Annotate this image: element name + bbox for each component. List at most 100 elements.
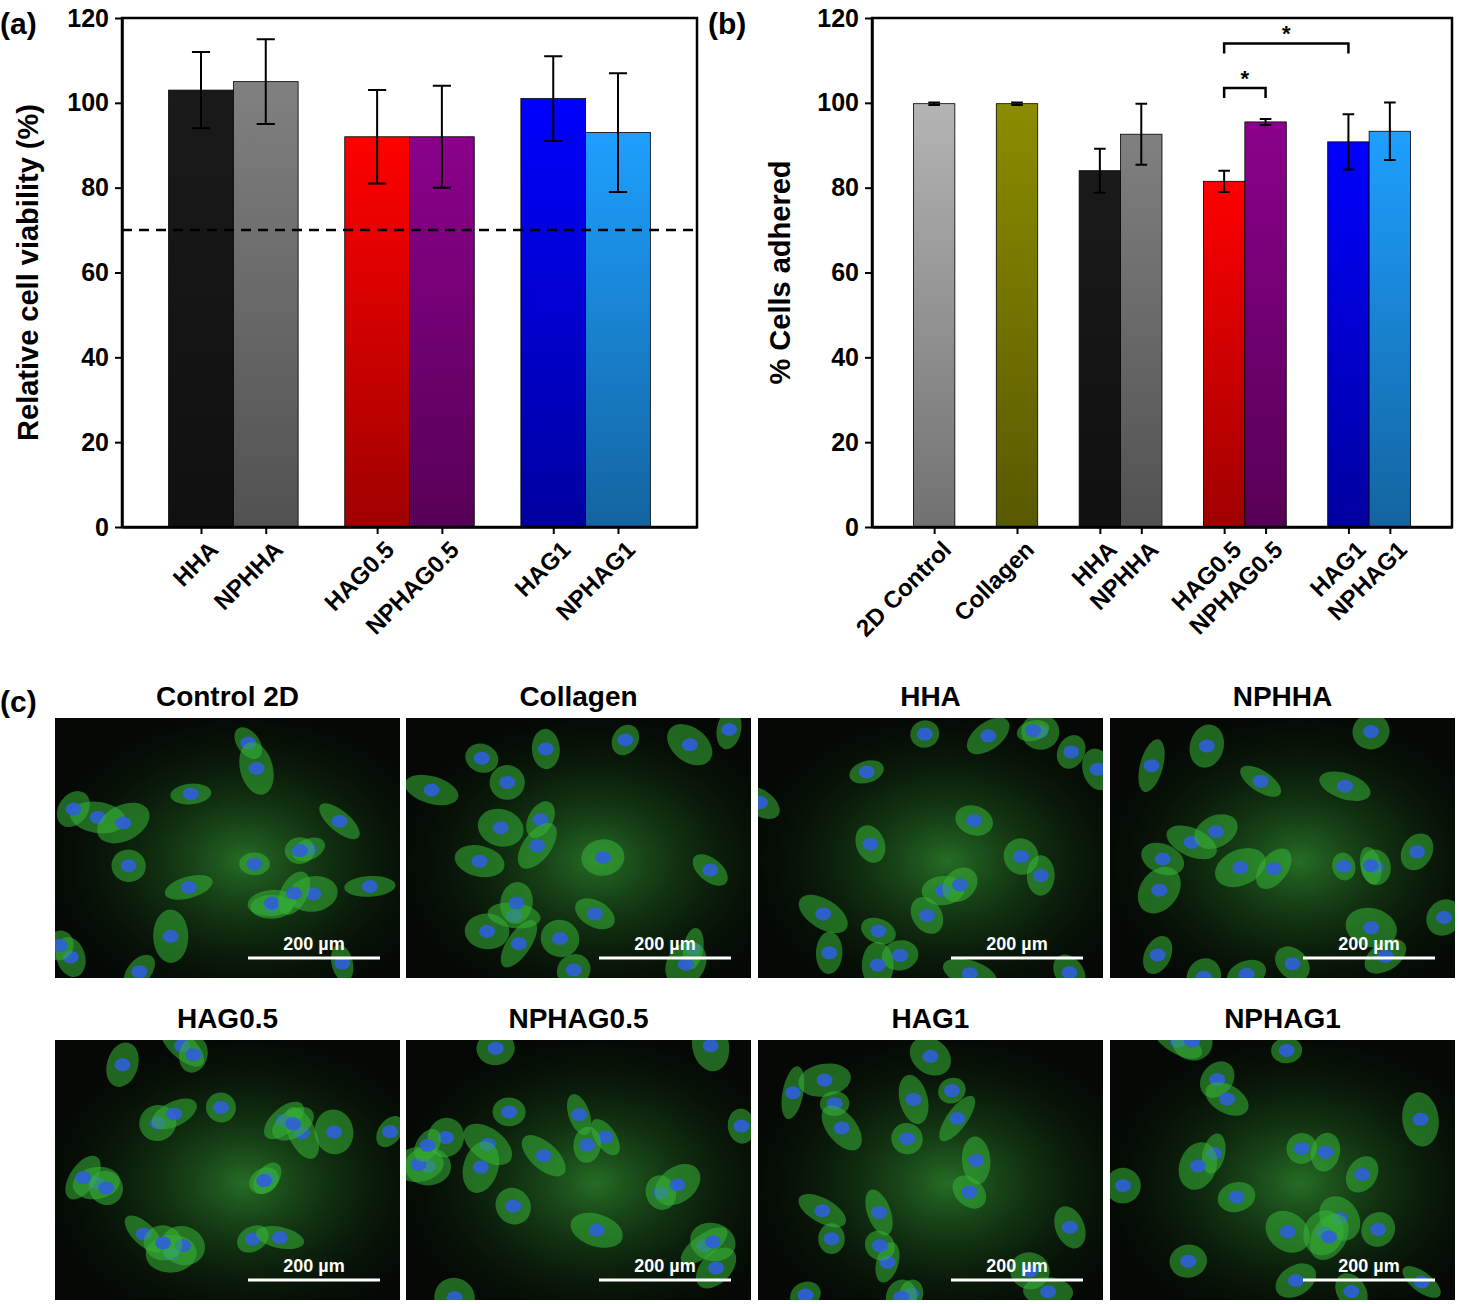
cell-body xyxy=(1394,827,1440,876)
cell-body xyxy=(726,1107,751,1145)
cell-nucleus xyxy=(247,857,263,870)
error-bar xyxy=(1343,114,1355,169)
cell-body xyxy=(579,837,626,878)
scale-bar xyxy=(248,957,380,960)
y-tick-mark xyxy=(865,442,872,444)
y-tick-label: 60 xyxy=(831,258,859,286)
cell-nucleus xyxy=(1436,911,1452,924)
cell-nucleus xyxy=(166,1107,182,1120)
scale-bar-label: 200 µm xyxy=(634,934,695,954)
cell-body xyxy=(758,780,786,826)
cell-nucleus xyxy=(256,1174,272,1187)
cell-body xyxy=(862,942,894,978)
cell-nucleus xyxy=(131,965,147,978)
cell-body xyxy=(1347,718,1394,755)
cell-nucleus xyxy=(1180,1255,1196,1268)
error-bar-line xyxy=(544,56,562,141)
scale-bar-label: 200 µm xyxy=(283,1256,344,1276)
cell-nucleus xyxy=(272,1231,288,1244)
cell-body xyxy=(489,765,525,800)
figure: (a)020406080100120HHANPHHAHAG0.5NPHAG0.5… xyxy=(0,0,1459,1304)
cell-nucleus xyxy=(509,896,525,909)
cell-body xyxy=(792,887,854,941)
cell-nucleus xyxy=(1040,1285,1056,1298)
cell-nucleus xyxy=(1280,1225,1296,1238)
micrograph-glow xyxy=(406,1040,751,1300)
image-title: NPHAG1 xyxy=(1224,1003,1341,1034)
cell-body xyxy=(406,769,462,811)
y-tick: 100 xyxy=(817,88,872,116)
cell-nucleus xyxy=(1063,745,1079,758)
x-tick-label: 2D Control xyxy=(851,536,957,642)
cell-nucleus xyxy=(1253,775,1269,788)
bar xyxy=(169,90,234,527)
cell-nucleus xyxy=(115,817,131,830)
panel-label: (a) xyxy=(0,7,37,40)
cell-nucleus xyxy=(65,803,81,816)
micrograph-glow xyxy=(1110,718,1455,978)
cell-nucleus xyxy=(326,1125,342,1138)
cell-nucleus xyxy=(870,925,886,938)
threshold-line xyxy=(122,229,697,232)
cell-body xyxy=(1214,1178,1259,1216)
x-tick: HHA xyxy=(167,527,223,591)
cell-nucleus xyxy=(493,821,509,834)
y-axis: 020406080100120 xyxy=(817,4,872,541)
cell-nucleus xyxy=(529,839,545,852)
x-tick-mark xyxy=(1224,527,1226,534)
bar xyxy=(345,137,410,527)
y-axis-title: % Cells adhered xyxy=(764,160,796,384)
scale-bar-label: 200 µm xyxy=(986,934,1047,954)
cell-body xyxy=(473,803,528,852)
cell-nucleus xyxy=(821,946,837,959)
image-tile: 200 µm xyxy=(741,1027,1155,1304)
cell-nucleus xyxy=(382,1125,398,1138)
cell-body xyxy=(1047,948,1093,978)
image-title: Collagen xyxy=(519,681,637,712)
y-tick: 40 xyxy=(81,343,122,371)
error-bar xyxy=(257,39,275,124)
cell-nucleus xyxy=(286,887,302,900)
cell-nucleus xyxy=(473,1161,489,1174)
cell-nucleus xyxy=(1196,971,1212,978)
cell-nucleus xyxy=(1151,884,1167,897)
error-bar-line xyxy=(192,52,210,128)
cell-nucleus xyxy=(617,733,633,746)
cell-body xyxy=(818,1223,844,1254)
cell-nucleus xyxy=(1279,1044,1295,1057)
bar xyxy=(996,104,1037,527)
error-bar-line xyxy=(1094,149,1106,193)
cell-nucleus xyxy=(980,729,996,742)
x-tick-mark xyxy=(1099,527,1101,534)
cell-body xyxy=(101,1040,144,1091)
y-tick-label: 80 xyxy=(81,173,109,201)
y-tick-label: 120 xyxy=(67,4,109,32)
cell-body xyxy=(859,1225,901,1267)
cell-body xyxy=(475,1040,516,1067)
significance-label: * xyxy=(1241,66,1250,91)
cell-nucleus xyxy=(1363,859,1379,872)
plot-frame xyxy=(872,18,1452,527)
cell-body xyxy=(314,797,366,845)
cell-body xyxy=(531,728,561,770)
cell-body xyxy=(498,880,536,926)
error-bar xyxy=(192,52,210,128)
cell-nucleus xyxy=(922,1050,938,1063)
cell-body xyxy=(244,1162,284,1199)
cell-nucleus xyxy=(332,815,348,828)
x-tick-label: NPHAG0.5 xyxy=(360,536,464,640)
cell-body xyxy=(778,1064,809,1121)
cell-nucleus xyxy=(595,851,611,864)
cell-nucleus xyxy=(447,1291,463,1300)
cell-body xyxy=(1015,718,1052,745)
cell-body xyxy=(515,1128,573,1184)
micrograph-glow xyxy=(55,1040,400,1300)
cell-body xyxy=(239,852,270,875)
cell-nucleus xyxy=(472,855,488,868)
cell-nucleus xyxy=(966,814,982,827)
x-axis-line xyxy=(123,526,698,529)
cell-nucleus xyxy=(1336,860,1352,873)
cell-body xyxy=(1048,1202,1091,1254)
error-bar-line xyxy=(1218,171,1230,192)
error-bar-line xyxy=(433,86,451,188)
